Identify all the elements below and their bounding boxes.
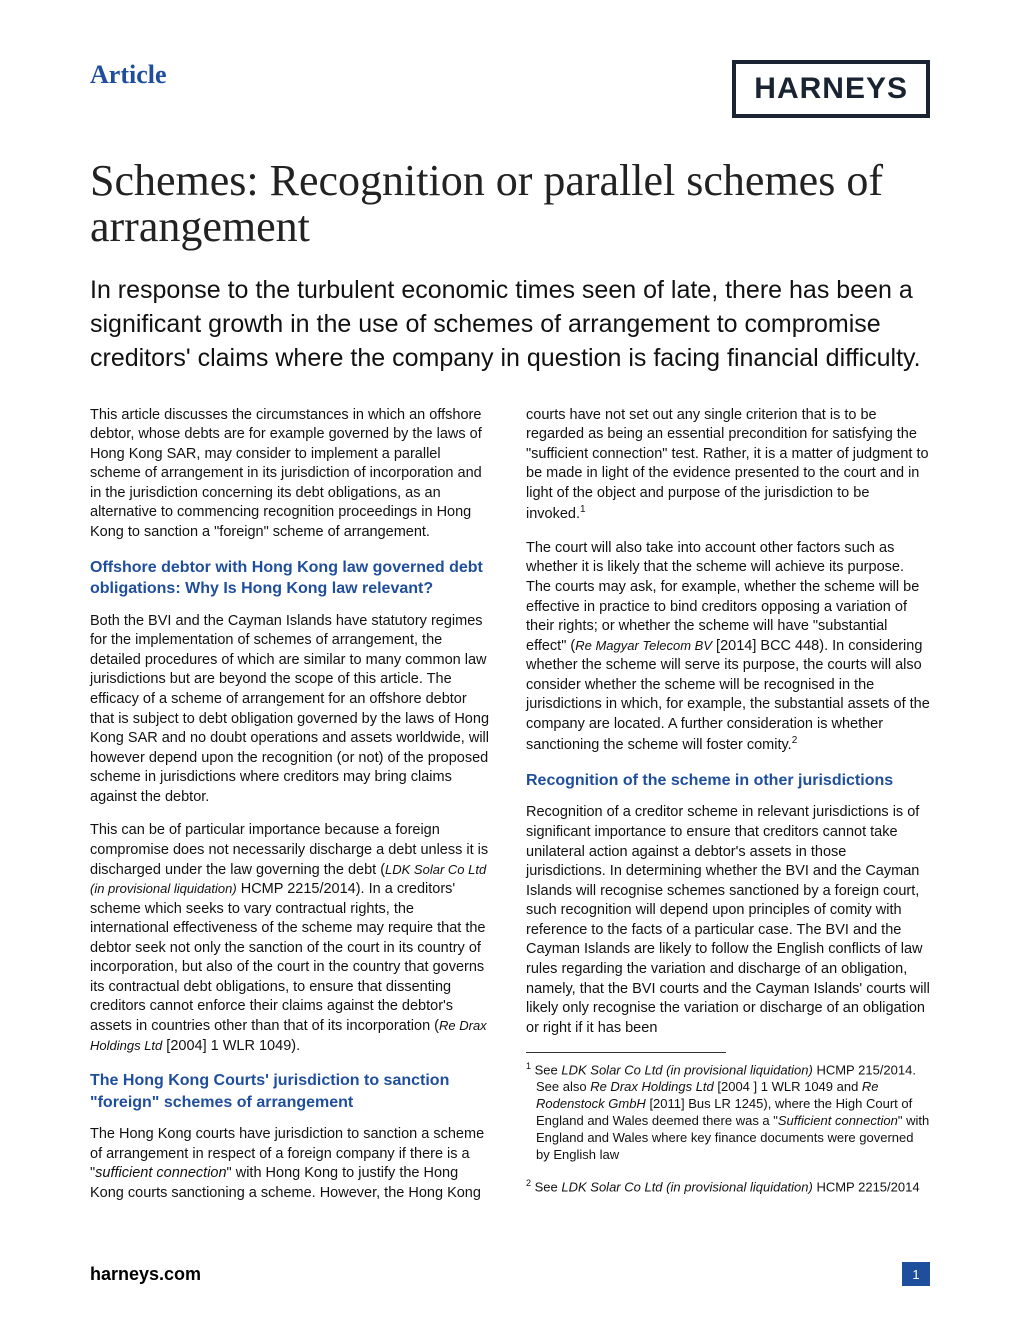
footnote-1: 1 See LDK Solar Co Ltd (in provisional l… — [526, 1061, 930, 1164]
fn2-b: HCMP 2215/2014 — [813, 1179, 920, 1194]
footer-site: harneys.com — [90, 1264, 201, 1285]
lede: In response to the turbulent economic ti… — [90, 274, 930, 375]
sufficient-connection-ital: sufficient connection — [95, 1165, 226, 1181]
heading-recognition: Recognition of the scheme in other juris… — [526, 770, 930, 792]
logo: HARNEYS — [732, 60, 930, 118]
para-2: Both the BVI and the Cayman Islands have… — [90, 612, 494, 808]
para-5b: [2014] BCC 448). In considering whether … — [526, 638, 930, 754]
para-intro: This article discusses the circumstances… — [90, 406, 494, 543]
fn1-a: See — [531, 1063, 561, 1078]
para-5a: The court will also take into account ot… — [526, 540, 919, 654]
footnote-ref-2: 2 — [792, 735, 798, 746]
cite-magyar: Re Magyar Telecom BV — [575, 638, 712, 653]
heading-offshore-debtor: Offshore debtor with Hong Kong law gover… — [90, 557, 494, 600]
para-3c: [2004] 1 WLR 1049). — [162, 1038, 300, 1054]
para-3b: HCMP 2215/2014). In a creditors' scheme … — [90, 881, 486, 1034]
body-columns: This article discusses the circumstances… — [90, 406, 930, 1207]
footnote-separator — [526, 1052, 726, 1053]
fn2-a: See — [531, 1179, 561, 1194]
fn1-ital: Sufficient connection — [778, 1113, 898, 1128]
footnote-2: 2 See LDK Solar Co Ltd (in provisional l… — [526, 1178, 930, 1196]
fn1-cite1: LDK Solar Co Ltd (in provisional liquida… — [561, 1063, 812, 1078]
page-number: 1 — [902, 1262, 930, 1286]
fn1-c: [2004 ] 1 WLR 1049 and — [714, 1079, 862, 1094]
footer: harneys.com 1 — [90, 1262, 930, 1286]
para-6: Recognition of a creditor scheme in rele… — [526, 803, 930, 1038]
article-label: Article — [90, 60, 167, 90]
footnote-ref-1: 1 — [580, 504, 586, 515]
fn2-cite: LDK Solar Co Ltd (in provisional liquida… — [561, 1179, 812, 1194]
header: Article HARNEYS — [90, 60, 930, 118]
para-3: This can be of particular importance bec… — [90, 821, 494, 1056]
para-5: The court will also take into account ot… — [526, 539, 930, 756]
fn1-cite2: Re Drax Holdings Ltd — [590, 1079, 714, 1094]
heading-hk-courts: The Hong Kong Courts' jurisdiction to sa… — [90, 1070, 494, 1113]
page: Article HARNEYS Schemes: Recognition or … — [0, 0, 1020, 1320]
page-title: Schemes: Recognition or parallel schemes… — [90, 158, 930, 250]
